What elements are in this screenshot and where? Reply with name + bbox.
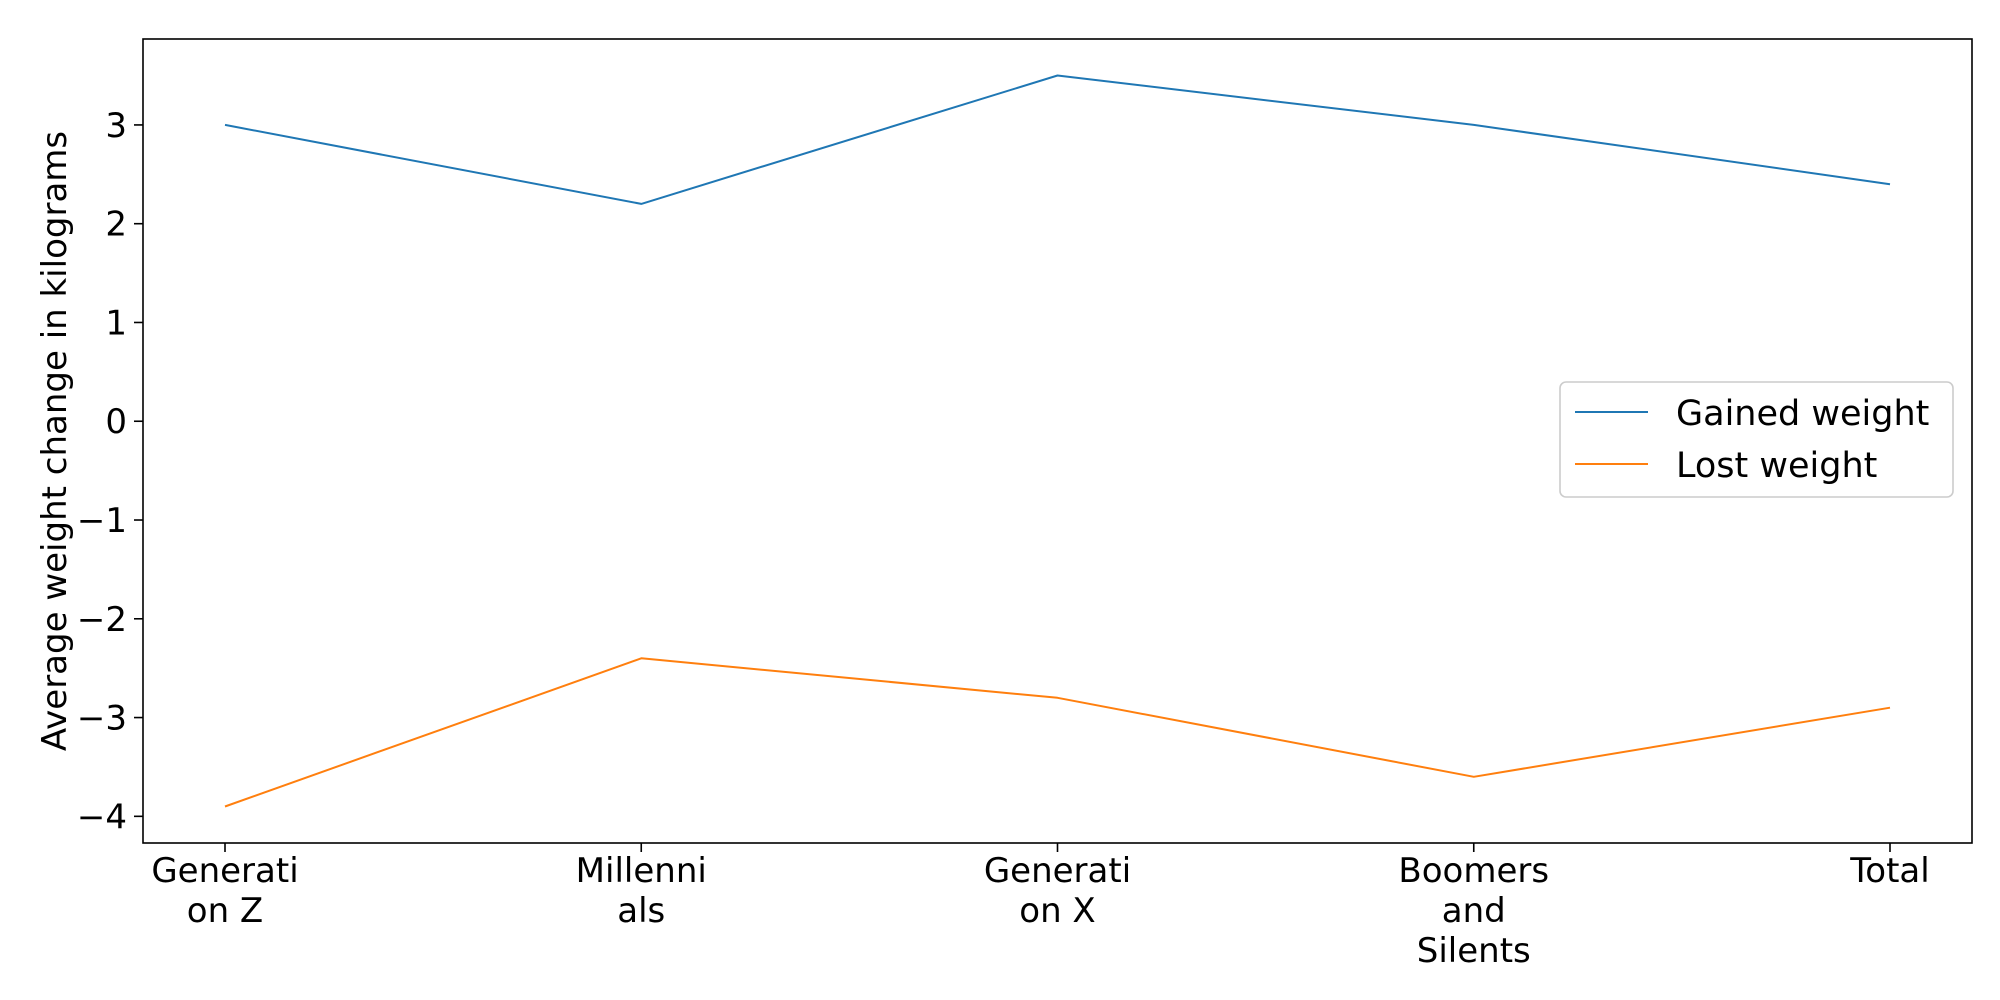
y-tick-label: 1 [105,303,127,343]
y-tick-label: 0 [105,402,127,442]
x-tick-label: Generati on Z [151,851,298,931]
y-tick-label: −4 [77,797,127,837]
y-axis-ticks: 3 2 1 0 −1 −2 −3 −4 [77,106,143,837]
x-tick-label: Boomers and Silents [1398,851,1549,971]
x-tick-label: Total [1849,851,1929,891]
y-tick-label: −1 [77,501,127,541]
y-tick-label: −2 [77,600,127,640]
x-tick-label: Generati on X [984,851,1131,931]
legend-frame [1559,381,1954,498]
x-axis-ticks: Generati on Z Millenni als Generati on X Boome… [151,843,1930,971]
x-tick-label: Millenni als [576,851,707,931]
legend-label-lost-weight: Lost weight [1676,446,1877,486]
y-tick-label: 2 [105,205,127,245]
series-line-gained-weight [224,74,1891,205]
legend-label-gained-weight: Gained weight [1676,394,1929,434]
series-group [224,74,1891,808]
series-line-lost-weight [224,657,1891,808]
legend: Gained weight Lost weight [1559,381,1954,498]
y-tick-label: −3 [77,699,127,739]
y-axis-label: Average weight change in kilograms [35,131,75,751]
y-tick-label: 3 [105,106,127,146]
